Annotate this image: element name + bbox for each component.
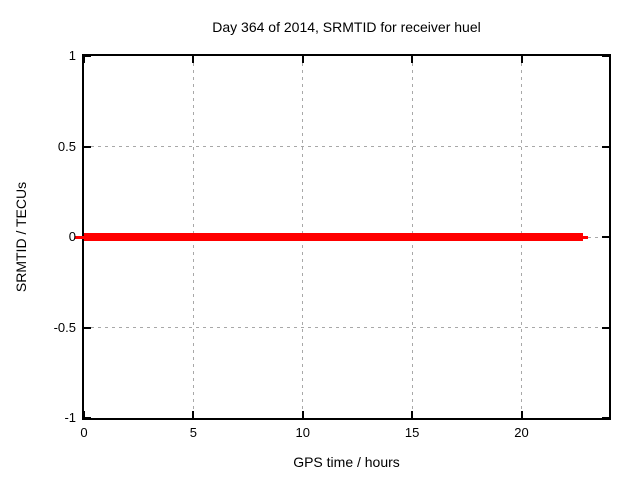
chart-title: Day 364 of 2014, SRMTID for receiver hue… [212, 19, 481, 35]
y-tick-right [602, 55, 609, 57]
x-tick-top [83, 56, 85, 63]
x-tick-top [192, 56, 195, 63]
plot-area [75, 55, 609, 419]
y-tick-left [84, 55, 91, 57]
y-tick-left [84, 145, 91, 148]
y-tick-right [602, 326, 609, 329]
y-tick-left [84, 417, 91, 419]
x-tick-label: 10 [295, 425, 310, 440]
y-tick-label: 0 [68, 229, 76, 244]
x-tick-bottom [301, 411, 304, 418]
y-tick-label: -1 [64, 410, 76, 425]
x-tick-bottom [411, 411, 414, 418]
x-tick-bottom [520, 411, 523, 418]
y-tick-right [602, 417, 609, 419]
x-tick-top [520, 56, 523, 63]
series-line-right-cap [582, 235, 588, 239]
x-axis-label: GPS time / hours [293, 454, 400, 470]
series-line-left-cap [75, 235, 84, 239]
x-tick-label: 15 [404, 425, 420, 440]
series-line [84, 233, 583, 241]
y-tick-label: 0.5 [57, 138, 76, 154]
y-tick-left [84, 326, 91, 329]
y-tick-right [602, 236, 609, 238]
x-tick-label: 5 [189, 425, 197, 440]
x-tick-bottom [83, 411, 85, 418]
y-gridline [84, 146, 609, 147]
y-gridline [84, 327, 609, 328]
x-tick-top [411, 56, 414, 63]
x-tick-label: 20 [514, 425, 529, 440]
y-tick-label: -0.5 [53, 319, 76, 335]
y-tick-label: 1 [68, 48, 76, 63]
x-tick-bottom [192, 411, 195, 418]
x-tick-label: 0 [80, 425, 88, 440]
x-tick-top [301, 56, 304, 63]
y-tick-right [602, 145, 609, 148]
